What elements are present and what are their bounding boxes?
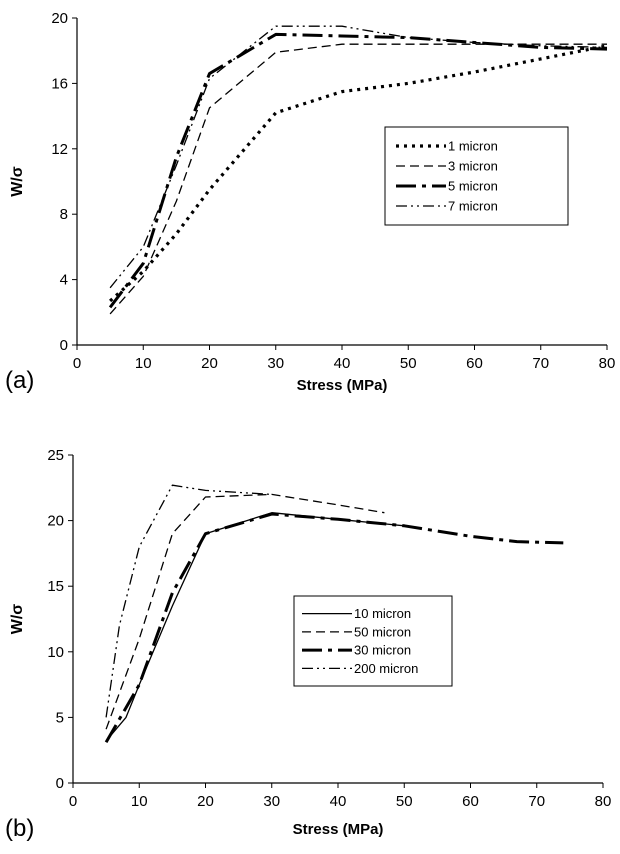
series-line-1 <box>105 493 385 730</box>
series-line-1 <box>109 43 607 315</box>
y-tick-label: 16 <box>51 75 68 92</box>
chart-panel-a: 0 4 8 12 16 20 0 10 20 30 40 50 60 70 80 Stress (MPa) W/… <box>5 10 615 394</box>
x-tick-label: 50 <box>400 355 417 372</box>
x-tick-label: 40 <box>330 793 347 810</box>
y-tick-label: 12 <box>51 141 68 158</box>
y-tick-label: 15 <box>47 578 64 595</box>
x-tick-label: 80 <box>595 793 612 810</box>
y-tick-label: 0 <box>56 775 64 792</box>
series-line-2 <box>108 32 608 309</box>
x-axis-label: Stress (MPa) <box>297 377 388 394</box>
chart-panel-b: 0 5 10 15 20 25 0 10 20 30 40 50 60 70 80 Stress (MPa) W… <box>5 447 611 842</box>
legend-box <box>293 595 453 687</box>
x-tick-label: 70 <box>528 793 545 810</box>
y-tick-label: 25 <box>47 447 64 464</box>
legend-label: 10 micron <box>354 606 411 621</box>
x-tick-label: 60 <box>462 793 479 810</box>
x-tick-label: 30 <box>267 355 284 372</box>
y-tick-label: 20 <box>51 10 68 27</box>
series-line-2 <box>104 512 564 744</box>
series-line-0 <box>105 512 405 742</box>
y-tick-label: 5 <box>56 709 64 726</box>
x-axis-label: Stress (MPa) <box>293 821 384 838</box>
y-tick-label: 4 <box>60 272 68 289</box>
y-tick-label: 0 <box>60 337 68 354</box>
x-tick-label: 20 <box>197 793 214 810</box>
legend: 10 micron 50 micron 30 micron 200 micron <box>293 595 453 687</box>
panel-label: (a) <box>5 367 34 394</box>
x-tick-label: 0 <box>69 793 77 810</box>
panel-label: (b) <box>5 815 34 842</box>
legend-box <box>384 126 569 226</box>
legend-label: 30 micron <box>354 643 411 658</box>
legend-label: 200 micron <box>354 661 418 676</box>
x-tick-label: 40 <box>334 355 351 372</box>
x-tick-label: 10 <box>131 793 148 810</box>
y-tick-label: 8 <box>60 206 68 223</box>
x-tick-label: 20 <box>201 355 218 372</box>
y-axis-label: W/σ <box>9 166 26 197</box>
x-tick-label: 80 <box>599 355 616 372</box>
y-tick-label: 10 <box>47 644 64 661</box>
x-tick-label: 10 <box>135 355 152 372</box>
legend: 1 micron 3 micron 5 micron 7 micron <box>384 126 569 226</box>
series-line-0 <box>109 44 608 303</box>
x-tick-label: 70 <box>532 355 549 372</box>
x-tick-label: 30 <box>263 793 280 810</box>
legend-label: 7 micron <box>448 199 498 214</box>
x-tick-label: 0 <box>73 355 81 372</box>
y-tick-label: 20 <box>47 513 64 530</box>
legend-label: 5 micron <box>448 179 498 194</box>
legend-label: 1 micron <box>448 139 498 154</box>
legend-label: 3 micron <box>448 159 498 174</box>
y-axis-label: W/σ <box>9 604 26 635</box>
legend-label: 50 micron <box>354 624 411 639</box>
series-line-3 <box>109 25 608 289</box>
x-tick-label: 60 <box>466 355 483 372</box>
x-tick-label: 50 <box>396 793 413 810</box>
